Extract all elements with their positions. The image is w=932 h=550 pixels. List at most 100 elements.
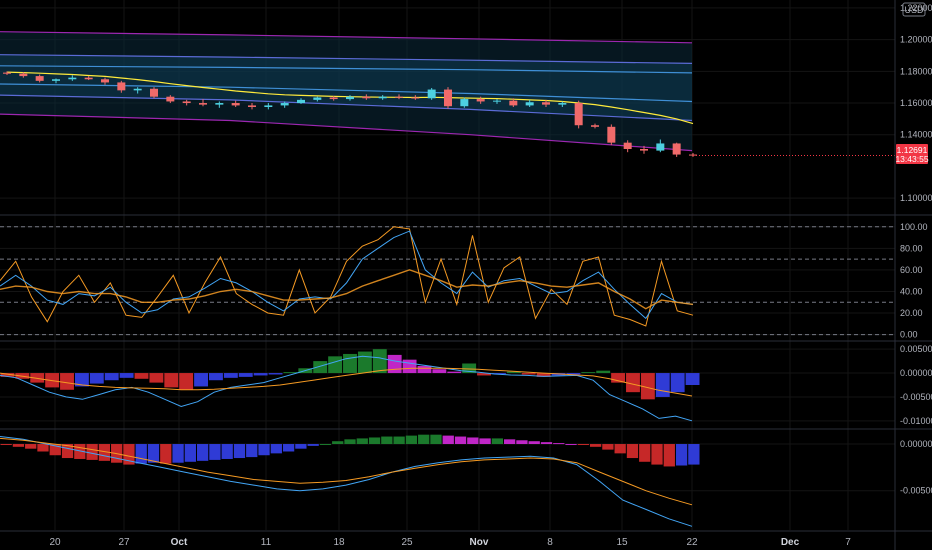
macd-histogram-bar[interactable] — [253, 373, 268, 376]
macd-histogram-bar[interactable] — [670, 373, 685, 393]
macd-histogram-bar[interactable] — [553, 443, 565, 445]
macd-histogram-bar[interactable] — [566, 373, 581, 375]
macd-histogram-bar[interactable] — [393, 436, 405, 445]
macd-histogram-bar[interactable] — [160, 444, 172, 464]
candle-bear[interactable] — [476, 99, 485, 102]
candle-bear[interactable] — [329, 97, 338, 100]
macd-histogram-bar[interactable] — [506, 371, 521, 374]
macd-histogram-bar[interactable] — [640, 373, 655, 400]
candle-bear[interactable] — [672, 143, 681, 155]
macd-histogram-bar[interactable] — [357, 351, 372, 374]
macd-histogram-bar[interactable] — [516, 440, 528, 445]
pane-separators[interactable] — [0, 214, 932, 430]
macd-histogram-bar[interactable] — [209, 373, 223, 381]
macd-histogram-bar[interactable] — [328, 356, 343, 374]
macd-histogram-bar[interactable] — [356, 438, 368, 445]
macd-histogram-bar[interactable] — [581, 372, 596, 374]
macd-histogram-bar[interactable] — [223, 373, 238, 378]
macd-histogram-bar[interactable] — [60, 373, 74, 390]
macd-histogram-bar[interactable] — [614, 444, 626, 454]
macd-histogram-bar[interactable] — [381, 436, 393, 445]
macd-histogram-bar[interactable] — [104, 373, 119, 381]
macd-histogram-bar[interactable] — [639, 444, 651, 462]
candle-bear[interactable] — [150, 88, 158, 97]
macd-histogram-bar[interactable] — [536, 373, 551, 377]
currency-label[interactable]: USD — [902, 2, 926, 17]
candle-bull[interactable] — [493, 100, 501, 102]
macd-histogram-bar[interactable] — [258, 444, 270, 456]
macd-histogram-bar[interactable] — [626, 373, 640, 393]
macd-histogram-bar[interactable] — [343, 353, 357, 374]
macd-histogram-bar[interactable] — [12, 444, 25, 447]
macd-histogram-bar[interactable] — [387, 354, 402, 374]
macd-histogram-bar[interactable] — [540, 442, 553, 445]
macd-histogram-bar[interactable] — [344, 439, 356, 445]
macd-histogram-bar[interactable] — [528, 441, 540, 445]
macd-histogram-bar[interactable] — [521, 373, 536, 375]
candle-bear[interactable] — [395, 96, 403, 98]
candle-bear[interactable] — [166, 96, 175, 102]
candle-bear[interactable] — [19, 73, 28, 77]
macd-histogram-bar[interactable] — [675, 444, 688, 466]
macd-histogram-bar[interactable] — [184, 444, 196, 462]
candle-bear[interactable] — [591, 125, 599, 127]
macd-histogram-bar[interactable] — [147, 444, 160, 463]
macd-histogram-bar[interactable] — [491, 373, 506, 375]
macd-histogram-bar[interactable] — [268, 373, 283, 375]
macd-histogram-bar[interactable] — [221, 444, 233, 459]
macd-histogram-bar[interactable] — [332, 441, 344, 445]
macd-histogram-bar[interactable] — [89, 373, 104, 384]
macd-histogram-bar[interactable] — [98, 444, 111, 461]
macd-histogram-bar[interactable] — [74, 444, 86, 459]
candle-bear[interactable] — [607, 126, 616, 143]
macd-histogram-bar[interactable] — [504, 439, 516, 445]
macd-histogram-bar[interactable] — [430, 434, 442, 445]
macd-histogram-bar[interactable] — [194, 373, 209, 387]
macd-histogram-bar[interactable] — [238, 373, 253, 377]
candle-bull[interactable] — [52, 79, 60, 81]
candle-bull[interactable] — [264, 105, 273, 107]
macd-histogram-bar[interactable] — [372, 349, 387, 374]
macd-histogram-bar[interactable] — [655, 373, 670, 397]
macd-histogram-bar[interactable] — [626, 444, 639, 459]
candle-bear[interactable] — [248, 105, 256, 107]
macd-histogram-bar[interactable] — [270, 444, 282, 454]
price-pane[interactable] — [0, 31, 895, 157]
macd-histogram-bar[interactable] — [246, 444, 258, 458]
macd-histogram-bar[interactable] — [663, 444, 675, 467]
candle-bull[interactable] — [313, 97, 322, 100]
stochastic-pane[interactable] — [0, 226, 895, 336]
candle-bear[interactable] — [101, 79, 109, 83]
macd-histogram-bar[interactable] — [0, 444, 12, 446]
candle-bull[interactable] — [346, 96, 354, 100]
macd-histogram-bar[interactable] — [577, 444, 589, 446]
macd-histogram-bar[interactable] — [123, 444, 135, 465]
macd-pane-1[interactable] — [0, 349, 700, 422]
macd-histogram-bar[interactable] — [172, 444, 184, 463]
macd-histogram-bar[interactable] — [651, 444, 663, 465]
candle-bull[interactable] — [558, 103, 567, 105]
macd-histogram-bar[interactable] — [25, 444, 37, 449]
macd-histogram-bar[interactable] — [477, 373, 491, 376]
candle-bull[interactable] — [460, 99, 469, 107]
candle-bear[interactable] — [623, 142, 632, 150]
candle-bull[interactable] — [133, 88, 142, 91]
macd-histogram-bar[interactable] — [442, 435, 454, 445]
candle-bear[interactable] — [182, 101, 191, 104]
macd-histogram-bar[interactable] — [688, 444, 700, 465]
candle-bear[interactable] — [231, 103, 240, 106]
macd-histogram-bar[interactable] — [74, 373, 89, 387]
macd-histogram-bar[interactable] — [282, 444, 295, 452]
macd-histogram-bar[interactable] — [313, 361, 328, 374]
macd-histogram-bar[interactable] — [149, 373, 164, 383]
candle-bear[interactable] — [35, 76, 44, 81]
macd-histogram-bar[interactable] — [135, 444, 147, 464]
macd-histogram-bar[interactable] — [196, 444, 209, 461]
price-axis[interactable]: 1.22000 1.20000 1.18000 1.16000 1.14000 1.100… — [894, 0, 932, 550]
candle-bear[interactable] — [509, 100, 518, 106]
macd-histogram-bar[interactable] — [164, 373, 179, 388]
macd-histogram-bar[interactable] — [479, 438, 491, 445]
macd-histogram-bar[interactable] — [86, 444, 98, 460]
macd-histogram-bar[interactable] — [685, 373, 700, 385]
candle-bear[interactable] — [640, 149, 648, 151]
